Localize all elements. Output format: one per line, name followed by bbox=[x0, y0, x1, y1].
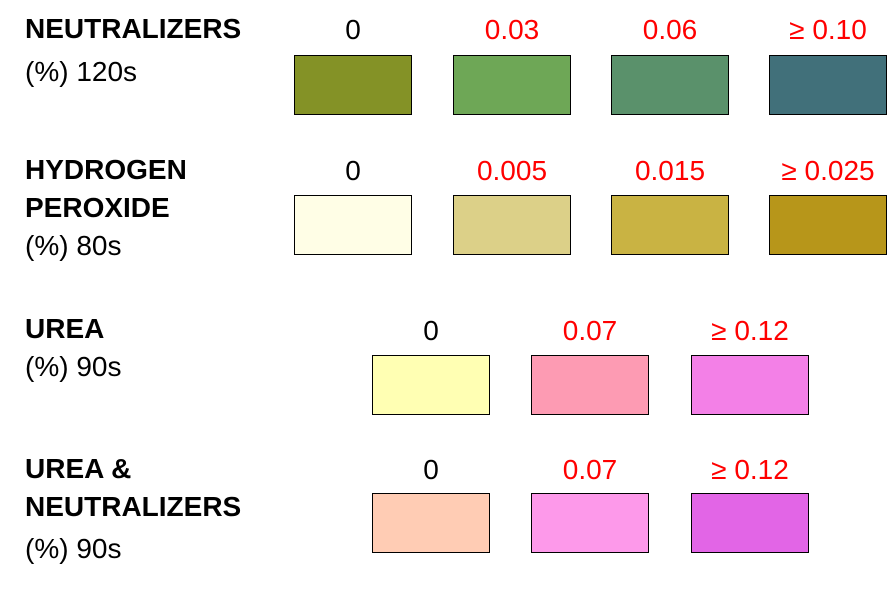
color-swatch bbox=[769, 55, 887, 115]
color-swatch bbox=[531, 493, 649, 553]
section-title-line-2: PEROXIDE bbox=[25, 192, 170, 223]
section-title: NEUTRALIZERS bbox=[25, 13, 242, 44]
level-value: 0 bbox=[345, 155, 361, 186]
color-swatch bbox=[294, 195, 412, 255]
section-title-line-2: NEUTRALIZERS bbox=[25, 491, 242, 522]
level-value: 0 bbox=[423, 315, 439, 346]
color-swatch bbox=[691, 355, 809, 415]
level-value: 0.06 bbox=[642, 14, 698, 45]
color-swatch bbox=[531, 355, 649, 415]
section-subtitle: (%) 120s bbox=[25, 56, 138, 87]
color-swatch bbox=[611, 195, 729, 255]
level-value: 0.03 bbox=[484, 14, 540, 45]
color-swatch bbox=[453, 55, 571, 115]
color-swatch bbox=[453, 195, 571, 255]
section-subtitle: (%) 80s bbox=[25, 230, 122, 261]
color-swatch bbox=[372, 493, 490, 553]
level-value: ≥ 0.12 bbox=[711, 454, 789, 485]
level-value: 0.015 bbox=[634, 155, 706, 186]
level-value: ≥ 0.025 bbox=[781, 155, 875, 186]
color-swatch bbox=[611, 55, 729, 115]
level-value: 0.005 bbox=[476, 155, 548, 186]
level-value: 0 bbox=[423, 454, 439, 485]
section-subtitle: (%) 90s bbox=[25, 533, 122, 564]
color-swatch bbox=[372, 355, 490, 415]
section-title: UREA bbox=[25, 313, 105, 344]
level-value: 0.07 bbox=[562, 454, 618, 485]
color-swatch bbox=[294, 55, 412, 115]
color-swatch bbox=[769, 195, 887, 255]
level-value: ≥ 0.12 bbox=[711, 315, 789, 346]
level-value: ≥ 0.10 bbox=[789, 14, 867, 45]
level-value: 0.07 bbox=[562, 315, 618, 346]
level-value: 0 bbox=[345, 14, 361, 45]
section-title-line-1: HYDROGEN bbox=[25, 154, 187, 185]
color-swatch bbox=[691, 493, 809, 553]
section-title-line-1: UREA & bbox=[25, 453, 132, 484]
section-subtitle: (%) 90s bbox=[25, 351, 122, 382]
